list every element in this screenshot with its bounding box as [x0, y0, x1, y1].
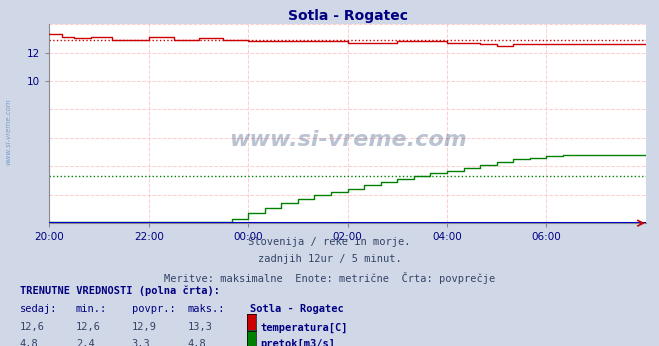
Text: povpr.:: povpr.: [132, 304, 175, 315]
Text: min.:: min.: [76, 304, 107, 315]
Text: 13,3: 13,3 [188, 322, 213, 333]
Text: pretok[m3/s]: pretok[m3/s] [260, 339, 335, 346]
Text: TRENUTNE VREDNOSTI (polna črta):: TRENUTNE VREDNOSTI (polna črta): [20, 285, 219, 296]
Title: Sotla - Rogatec: Sotla - Rogatec [287, 9, 408, 23]
Text: sedaj:: sedaj: [20, 304, 57, 315]
Text: 4,8: 4,8 [20, 339, 38, 346]
Text: Meritve: maksimalne  Enote: metrične  Črta: povprečje: Meritve: maksimalne Enote: metrične Črta… [164, 272, 495, 284]
Text: Sotla - Rogatec: Sotla - Rogatec [250, 304, 344, 315]
Text: www.si-vreme.com: www.si-vreme.com [5, 98, 11, 165]
Text: 4,8: 4,8 [188, 339, 206, 346]
Text: 12,9: 12,9 [132, 322, 157, 333]
Text: temperatura[C]: temperatura[C] [260, 322, 348, 333]
Text: 3,3: 3,3 [132, 339, 150, 346]
Text: 2,4: 2,4 [76, 339, 94, 346]
Text: www.si-vreme.com: www.si-vreme.com [229, 130, 467, 149]
Text: Slovenija / reke in morje.: Slovenija / reke in morje. [248, 237, 411, 247]
Text: zadnjih 12ur / 5 minut.: zadnjih 12ur / 5 minut. [258, 254, 401, 264]
Text: maks.:: maks.: [188, 304, 225, 315]
Text: 12,6: 12,6 [20, 322, 45, 333]
Text: 12,6: 12,6 [76, 322, 101, 333]
